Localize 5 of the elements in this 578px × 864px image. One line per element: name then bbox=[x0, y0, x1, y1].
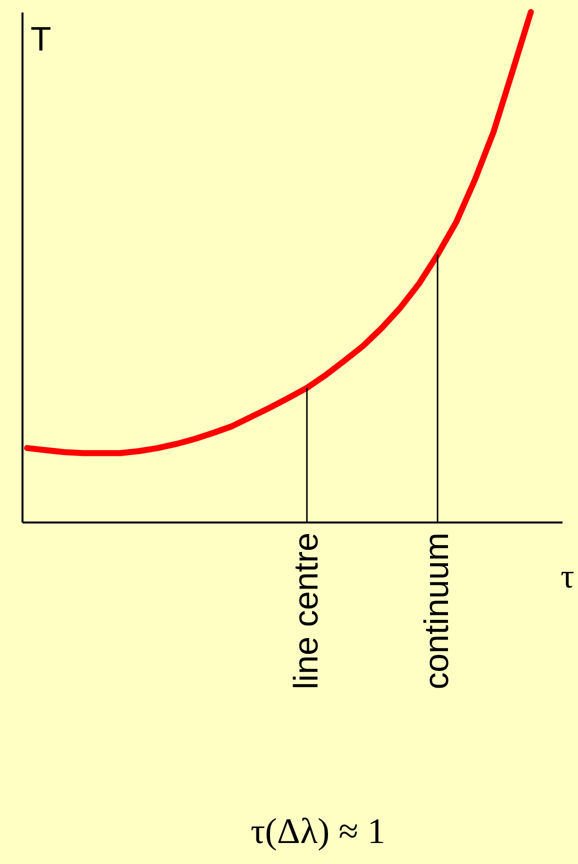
x-axis-title: τ bbox=[560, 558, 574, 596]
x-tick-label: line centre bbox=[287, 532, 326, 690]
x-tick-label: continuum bbox=[418, 532, 456, 690]
y-axis-title: T bbox=[30, 20, 52, 58]
text: τ(Δλ) ≈ 1 bbox=[250, 811, 386, 851]
